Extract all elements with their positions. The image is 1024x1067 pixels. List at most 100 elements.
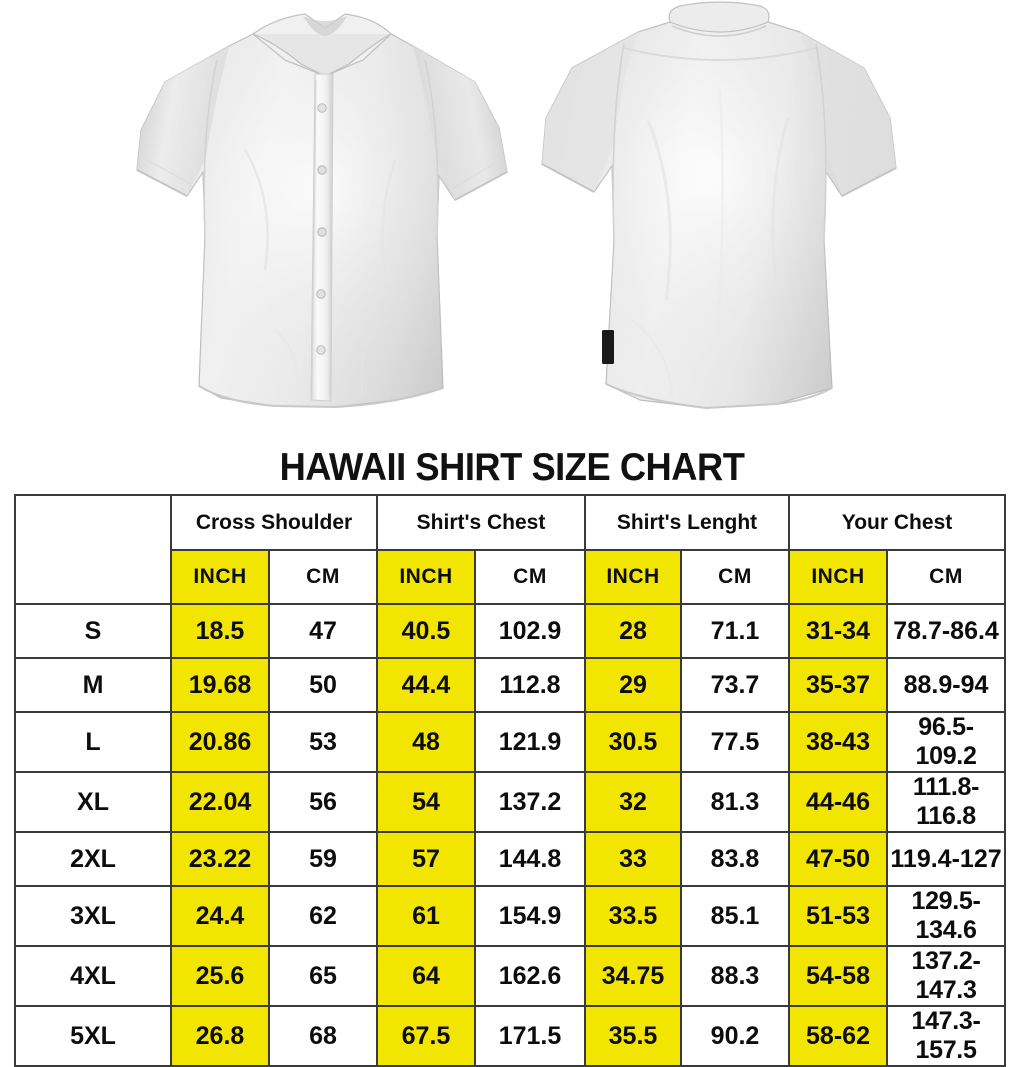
cross-shoulder-inch: 19.68 xyxy=(170,657,270,713)
page-title: HAWAII SHIRT SIZE CHART xyxy=(279,446,745,489)
shirts-lenght-cm: 90.2 xyxy=(679,1005,791,1067)
group-header-your-chest: Your Chest xyxy=(788,494,1007,551)
shirts-chest-cm: 102.9 xyxy=(474,603,586,659)
shirt-back-image xyxy=(520,0,920,448)
unit-header-your-chest-inch: INCH xyxy=(788,549,889,605)
your-chest-inch: 58-62 xyxy=(788,1005,889,1067)
your-chest-cm: 111.8-116.8 xyxy=(886,771,1007,833)
group-header-shirts-chest: Shirt's Chest xyxy=(376,494,586,551)
cross-shoulder-cm: 59 xyxy=(268,831,378,887)
your-chest-inch: 38-43 xyxy=(788,711,889,773)
your-chest-inch: 51-53 xyxy=(788,885,889,947)
size-label: S xyxy=(14,603,172,659)
cross-shoulder-cm: 68 xyxy=(268,1005,378,1067)
table-row: 5XL 26.8 68 67.5 171.5 35.5 90.2 58-62 147.3-157… xyxy=(14,1005,1007,1067)
table-row: L 20.86 53 48 121.9 30.5 77.5 38-43 96.5-109.2 xyxy=(14,711,1007,773)
your-chest-cm: 78.7-86.4 xyxy=(886,603,1007,659)
size-label: 2XL xyxy=(14,831,172,887)
your-chest-cm: 88.9-94 xyxy=(886,657,1007,713)
shirts-lenght-cm: 71.1 xyxy=(679,603,791,659)
shirts-lenght-inch: 34.75 xyxy=(584,945,682,1007)
shirts-lenght-cm: 83.8 xyxy=(679,831,791,887)
shirts-lenght-inch: 30.5 xyxy=(584,711,682,773)
table-row: XL 22.04 56 54 137.2 32 81.3 44-46 111.8-116.8 xyxy=(14,771,1007,833)
shirts-chest-inch: 57 xyxy=(376,831,476,887)
cross-shoulder-inch: 22.04 xyxy=(170,771,270,833)
shirts-lenght-inch: 32 xyxy=(584,771,682,833)
your-chest-inch: 54-58 xyxy=(788,945,889,1007)
shirts-lenght-cm: 85.1 xyxy=(679,885,791,947)
unit-header-row: INCH CM INCH CM INCH CM INCH CM xyxy=(15,549,1007,605)
shirts-lenght-inch: 33.5 xyxy=(584,885,682,947)
shirts-chest-inch: 67.5 xyxy=(376,1005,476,1067)
cross-shoulder-cm: 50 xyxy=(268,657,378,713)
size-label: 4XL xyxy=(14,945,172,1007)
shirts-lenght-inch: 28 xyxy=(584,603,682,659)
shirts-chest-inch: 61 xyxy=(376,885,476,947)
shirts-chest-inch: 54 xyxy=(376,771,476,833)
table-row: S 18.5 47 40.5 102.9 28 71.1 31-34 78.7-86.4 xyxy=(14,603,1007,659)
shirts-lenght-inch: 29 xyxy=(584,657,682,713)
hem-tag xyxy=(602,330,614,364)
size-label: 3XL xyxy=(14,885,172,947)
shirts-chest-cm: 112.8 xyxy=(474,657,586,713)
your-chest-cm: 119.4-127 xyxy=(886,831,1007,887)
cross-shoulder-cm: 53 xyxy=(268,711,378,773)
shirt-front-image xyxy=(125,0,525,448)
shirts-lenght-cm: 81.3 xyxy=(679,771,791,833)
cross-shoulder-cm: 47 xyxy=(268,603,378,659)
group-header-shirts-lenght: Shirt's Lenght xyxy=(583,494,791,551)
cross-shoulder-inch: 23.22 xyxy=(170,831,270,887)
your-chest-cm: 147.3-157.5 xyxy=(886,1005,1007,1067)
shirts-chest-cm: 154.9 xyxy=(474,885,586,947)
cross-shoulder-inch: 24.4 xyxy=(170,885,270,947)
size-label: 5XL xyxy=(14,1005,172,1067)
shirts-chest-inch: 64 xyxy=(376,945,476,1007)
cross-shoulder-cm: 56 xyxy=(268,771,378,833)
shirts-chest-cm: 137.2 xyxy=(474,771,586,833)
size-chart-container: Cross Shoulder Shirt's Chest Shirt's Len… xyxy=(14,494,1007,1067)
table-row: M 19.68 50 44.4 112.8 29 73.7 35-37 88.9-94 xyxy=(14,657,1007,713)
cross-shoulder-inch: 26.8 xyxy=(170,1005,270,1067)
group-header-row: Cross Shoulder Shirt's Chest Shirt's Len… xyxy=(14,494,1007,605)
your-chest-cm: 137.2-147.3 xyxy=(886,945,1007,1007)
size-label: L xyxy=(14,711,172,773)
unit-header-shirts-chest-inch: INCH xyxy=(376,549,476,605)
your-chest-inch: 31-34 xyxy=(788,603,889,659)
unit-header-shirts-lenght-inch: INCH xyxy=(584,549,682,605)
cross-shoulder-cm: 62 xyxy=(268,885,378,947)
size-label: XL xyxy=(14,771,172,833)
product-image-panel xyxy=(0,0,1024,448)
table-row: 3XL 24.4 62 61 154.9 33.5 85.1 51-53 129.5-134.6 xyxy=(14,885,1007,947)
shirts-chest-cm: 121.9 xyxy=(474,711,586,773)
shirts-lenght-inch: 35.5 xyxy=(584,1005,682,1067)
shirts-chest-inch: 48 xyxy=(376,711,476,773)
shirts-chest-inch: 44.4 xyxy=(376,657,476,713)
size-chart-table: Cross Shoulder Shirt's Chest Shirt's Len… xyxy=(14,494,1007,1067)
cross-shoulder-cm: 65 xyxy=(268,945,378,1007)
shirts-lenght-cm: 77.5 xyxy=(679,711,791,773)
your-chest-inch: 47-50 xyxy=(788,831,889,887)
shirts-chest-cm: 162.6 xyxy=(474,945,586,1007)
shirts-chest-cm: 144.8 xyxy=(474,831,586,887)
shirts-lenght-cm: 73.7 xyxy=(679,657,791,713)
size-column-header xyxy=(14,494,172,605)
your-chest-cm: 96.5-109.2 xyxy=(886,711,1007,773)
your-chest-inch: 44-46 xyxy=(788,771,889,833)
unit-header-shirts-lenght-cm: CM xyxy=(679,549,791,605)
size-label: M xyxy=(14,657,172,713)
cross-shoulder-inch: 20.86 xyxy=(170,711,270,773)
shirts-lenght-inch: 33 xyxy=(584,831,682,887)
table-row: 2XL 23.22 59 57 144.8 33 83.8 47-50 119.4-127 xyxy=(14,831,1007,887)
shirts-lenght-cm: 88.3 xyxy=(679,945,791,1007)
table-row: 4XL 25.6 65 64 162.6 34.75 88.3 54-58 137.2-147.… xyxy=(14,945,1007,1007)
unit-header-shirts-chest-cm: CM xyxy=(474,549,586,605)
your-chest-inch: 35-37 xyxy=(788,657,889,713)
cross-shoulder-inch: 25.6 xyxy=(170,945,270,1007)
group-header-cross-shoulder: Cross Shoulder xyxy=(170,494,378,551)
shirts-chest-inch: 40.5 xyxy=(376,603,476,659)
cross-shoulder-inch: 18.5 xyxy=(170,603,270,659)
your-chest-cm: 129.5-134.6 xyxy=(886,885,1007,947)
unit-header-cross-shoulder-inch: INCH xyxy=(170,549,270,605)
unit-header-your-chest-cm: CM xyxy=(886,549,1007,605)
